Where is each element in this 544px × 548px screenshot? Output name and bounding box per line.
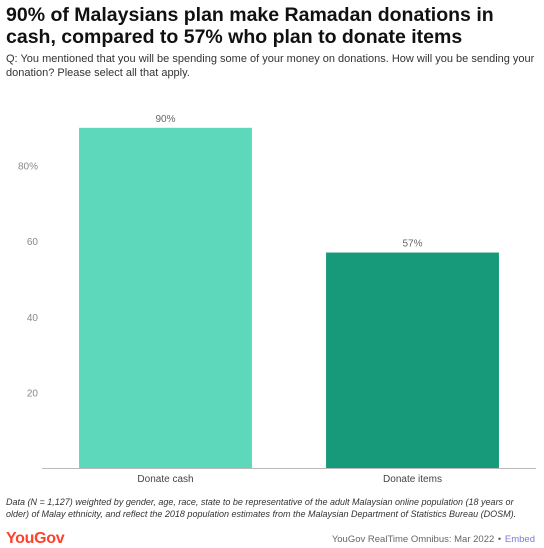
bar-donate-items [326, 252, 499, 468]
bars: 90% 57% [79, 114, 499, 469]
embed-link[interactable]: Embed [504, 534, 535, 545]
source-line: YouGov RealTime Omnibus: Mar 2022 • Embe… [332, 534, 535, 545]
yougov-logo: YouGov [6, 530, 65, 547]
chart-title: 90% of Malaysians plan make Ramadan dona… [6, 4, 494, 48]
x-axis: Donate cash Donate items [42, 468, 536, 485]
source-text: YouGov RealTime Omnibus: Mar 2022 [331, 534, 495, 545]
data-label: 90% [155, 114, 175, 125]
x-tick-label: Donate items [383, 474, 442, 485]
separator: • [497, 534, 502, 545]
y-tick-label: 40 [27, 313, 39, 324]
y-axis: 20 40 60 80% [18, 162, 38, 400]
y-tick-label: 60 [27, 237, 39, 248]
bar-donate-cash [79, 127, 252, 469]
bar-chart: 20 40 60 80% 90% 57% Donate cash Donate items [18, 114, 536, 485]
y-tick-label: 80% [18, 162, 38, 173]
footnote: Data (N = 1,127) weighted by gender, age… [6, 497, 517, 519]
data-label: 57% [402, 239, 422, 250]
x-tick-label: Donate cash [137, 474, 193, 485]
y-tick-label: 20 [27, 388, 39, 399]
survey-question: Q: You mentioned that you will be spendi… [6, 53, 535, 79]
